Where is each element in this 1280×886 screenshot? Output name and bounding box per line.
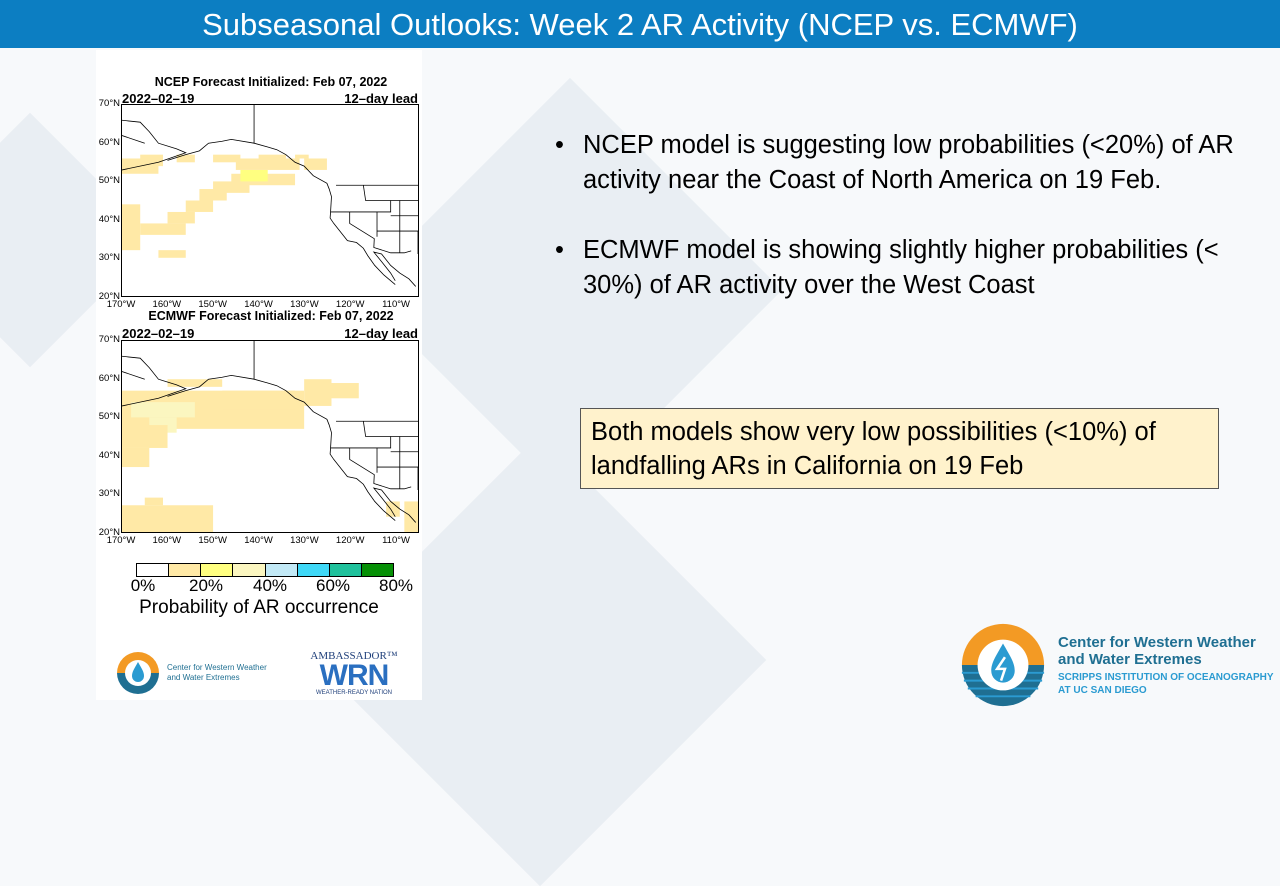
cw3e-line2: and Water Extremes	[1058, 650, 1202, 668]
colorbar-swatch	[329, 564, 362, 576]
longitude-label: 120°W	[335, 535, 365, 546]
latitude-label: 50°N	[98, 175, 120, 187]
colorbar	[136, 563, 394, 577]
latitude-label: 60°N	[98, 372, 120, 384]
colorbar-swatch	[137, 564, 170, 576]
longitude-label: 160°W	[152, 535, 182, 546]
longitude-label: 150°W	[198, 535, 227, 546]
longitude-label: 110°W	[382, 535, 411, 546]
ar-probability-area	[176, 154, 195, 163]
longitude-label: 130°W	[290, 299, 319, 310]
latitude-label: 20°N	[98, 527, 120, 538]
ar-probability-area	[158, 250, 186, 258]
longitude-label: 140°W	[244, 299, 273, 310]
colorbar-swatch	[361, 564, 393, 576]
ecmwf-valid-date: 2022–02–19	[122, 326, 195, 341]
longitude-label: 140°W	[244, 535, 273, 546]
cw3e-logo-small: Center for Western Weather and Water Ext…	[115, 650, 267, 696]
ar-probability-area	[326, 383, 359, 399]
wrn-bottom-text: WEATHER-READY NATION	[315, 690, 392, 696]
ncep-lead: 12–day lead	[344, 91, 418, 106]
ar-probability-area	[199, 189, 227, 201]
colorbar-tick: 60%	[315, 576, 351, 595]
latitude-label: 60°N	[98, 136, 120, 148]
longitude-label: 160°W	[152, 299, 182, 310]
ar-probability-area	[240, 169, 268, 182]
wrn-ambassador-logo: AMBASSADOR™ WRN WEATHER-READY NATION	[306, 650, 402, 696]
cw3e-logo: Center for Western Weather and Water Ext…	[958, 620, 1274, 710]
ar-probability-area	[304, 158, 327, 170]
ncep-map-title: NCEP Forecast Initialized: Feb 07, 2022	[154, 75, 388, 89]
ar-probability-area	[122, 425, 168, 448]
longitude-label: 170°W	[106, 535, 136, 546]
ar-probability-area	[131, 402, 195, 418]
slide-title: Subseasonal Outlooks: Week 2 AR Activity…	[0, 0, 1280, 48]
cw3e-sub2: AT UC SAN DIEGO	[1058, 684, 1147, 696]
colorbar-swatch	[265, 564, 298, 576]
ar-probability-area	[167, 211, 195, 224]
ar-probability-area	[144, 497, 163, 506]
ar-probability-area	[213, 181, 250, 193]
ncep-map	[121, 104, 419, 297]
colorbar-tick: 80%	[378, 576, 414, 595]
latitude-label: 40°N	[98, 449, 120, 461]
colorbar-swatch	[297, 564, 330, 576]
bullet-list: • NCEP model is suggesting low probabilit…	[555, 128, 1255, 338]
longitude-label: 120°W	[335, 299, 365, 310]
cw3e-sub1: SCRIPPS INSTITUTION OF OCEANOGRAPHY	[1058, 671, 1274, 683]
bullet-item: • NCEP model is suggesting low probabilit…	[555, 128, 1255, 198]
latitude-label: 30°N	[98, 488, 120, 500]
ar-probability-area	[185, 200, 214, 212]
ar-probability-area	[140, 154, 163, 167]
coastline	[122, 341, 418, 522]
ar-probability-area	[122, 447, 150, 468]
ncep-valid-date: 2022–02–19	[122, 91, 195, 106]
latitude-label: 70°N	[98, 98, 120, 109]
colorbar-swatch	[233, 564, 266, 576]
latitude-label: 40°N	[98, 213, 120, 225]
latitude-label: 50°N	[98, 411, 120, 423]
ar-probability-area	[295, 154, 309, 159]
colorbar-tick: 20%	[188, 576, 224, 595]
summary-callout: Both models show very low possibilities …	[580, 408, 1219, 489]
longitude-label: 130°W	[290, 535, 319, 546]
bullet-item: • ECMWF model is showing slightly higher …	[555, 233, 1255, 303]
ar-probability-area	[386, 501, 400, 517]
colorbar-caption: Probability of AR occurrence	[139, 597, 379, 618]
colorbar-swatch	[201, 564, 234, 576]
colorbar-swatch	[169, 564, 202, 576]
bullet-text: NCEP model is suggesting low probabiliti…	[583, 131, 1234, 194]
wrn-letters: WRN	[319, 659, 390, 692]
wrn-top-text: AMBASSADOR™	[310, 650, 398, 662]
ar-probability-area	[140, 223, 186, 235]
ar-probability-area	[235, 158, 300, 170]
ar-probability-area	[122, 505, 214, 532]
ar-probability-area	[122, 204, 141, 251]
cw3e-emblem-icon	[961, 623, 1045, 707]
latitude-label: 30°N	[98, 252, 120, 264]
longitude-label: 150°W	[198, 299, 227, 310]
cw3e-line1: Center for Western Weather	[1058, 633, 1256, 651]
ar-probability-area	[222, 390, 296, 410]
ecmwf-map	[121, 340, 419, 533]
cw3e-small-line1: Center for Western Weather	[167, 663, 267, 672]
coastline	[122, 105, 418, 286]
cw3e-small-line2: and Water Extremes	[167, 673, 240, 682]
ecmwf-lead: 12–day lead	[344, 326, 418, 341]
bullet-text: ECMWF model is showing slightly higher p…	[583, 236, 1219, 299]
ar-probability-area	[404, 501, 418, 532]
ar-probability-area	[167, 379, 223, 387]
colorbar-tick: 40%	[252, 576, 288, 595]
ar-probability-area	[258, 154, 286, 163]
colorbar-tick: 0%	[130, 576, 156, 595]
longitude-label: 110°W	[382, 299, 411, 310]
latitude-label: 70°N	[98, 334, 120, 345]
cw3e-emblem-icon	[117, 652, 159, 694]
ar-probability-area	[213, 154, 241, 163]
ecmwf-map-title: ECMWF Forecast Initialized: Feb 07, 2022	[148, 309, 394, 323]
longitude-label: 170°W	[106, 299, 136, 310]
latitude-label: 20°N	[98, 291, 120, 302]
